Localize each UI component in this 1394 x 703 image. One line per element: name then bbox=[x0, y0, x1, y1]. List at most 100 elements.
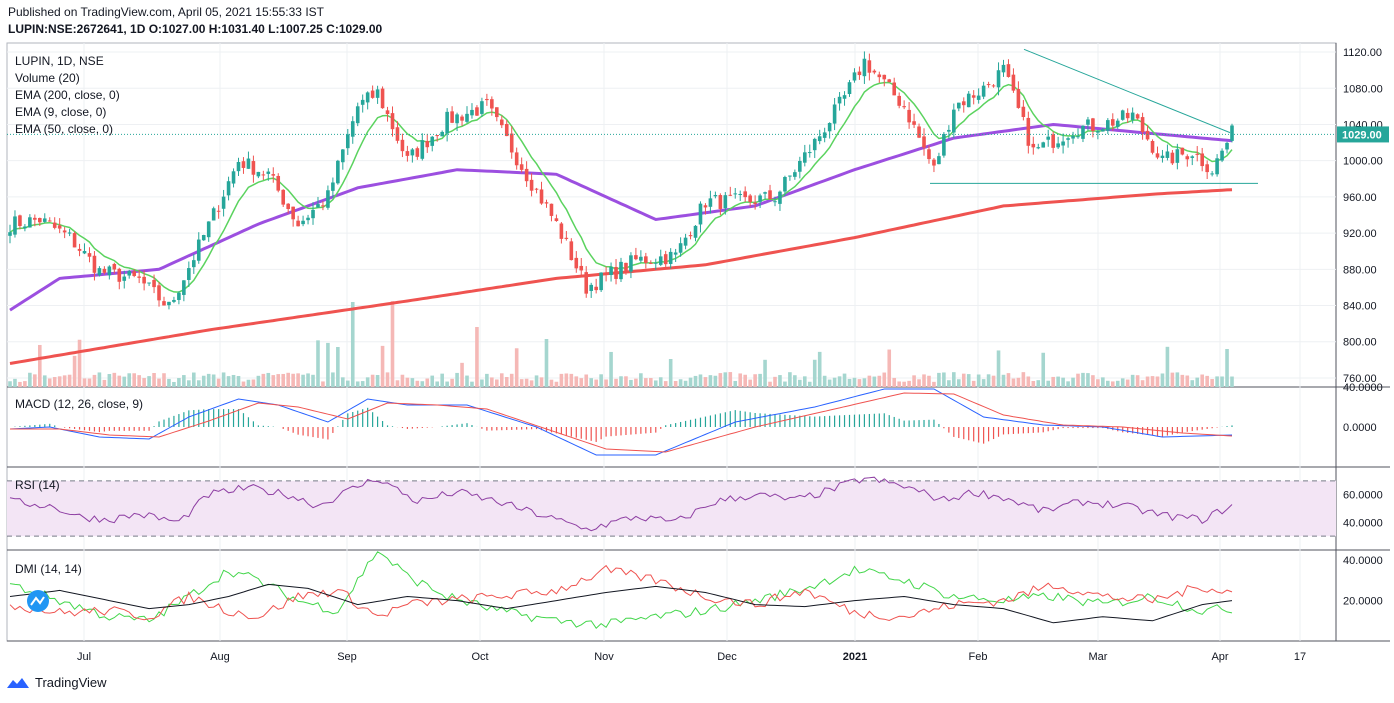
candle-body bbox=[405, 151, 410, 156]
candle bbox=[539, 181, 544, 205]
candle-body bbox=[296, 220, 300, 227]
candle bbox=[350, 116, 355, 144]
candle-body bbox=[375, 89, 380, 98]
volume-bar bbox=[196, 380, 201, 387]
candle-body bbox=[713, 195, 718, 197]
last-price-badge bbox=[1337, 126, 1389, 143]
price-pane[interactable] bbox=[7, 48, 1336, 387]
volume-bar bbox=[658, 377, 663, 387]
volume-bar bbox=[817, 351, 822, 387]
candle-body bbox=[937, 156, 941, 165]
dmi-pane[interactable] bbox=[9, 551, 1233, 629]
candle-body bbox=[554, 218, 559, 221]
volume-bar bbox=[405, 377, 410, 387]
volume-bar bbox=[922, 374, 926, 387]
candle-body bbox=[658, 256, 663, 265]
volume-bar bbox=[1011, 378, 1016, 387]
volume-bar bbox=[1081, 372, 1085, 387]
candle-body bbox=[1220, 150, 1224, 161]
volume-bar bbox=[907, 380, 911, 387]
volume-bar bbox=[857, 379, 862, 387]
candle bbox=[981, 81, 986, 100]
candle bbox=[445, 108, 449, 142]
candle bbox=[614, 259, 618, 285]
candle bbox=[67, 228, 72, 237]
candle-body bbox=[1130, 112, 1135, 120]
candle-body bbox=[450, 111, 454, 123]
candle-body bbox=[634, 255, 638, 260]
candle bbox=[519, 157, 524, 173]
candle-body bbox=[271, 174, 276, 176]
volume-bar bbox=[1180, 374, 1185, 387]
volume-bar bbox=[460, 362, 464, 387]
volume-bar bbox=[688, 377, 693, 387]
candle bbox=[907, 102, 911, 129]
candle-body bbox=[67, 232, 72, 234]
candle-body bbox=[862, 58, 867, 77]
candle-body bbox=[261, 174, 266, 176]
candle-body bbox=[1230, 125, 1234, 141]
candle bbox=[683, 233, 688, 250]
volume-bar bbox=[1036, 380, 1041, 387]
volume-bar bbox=[67, 374, 72, 387]
volume-bar bbox=[87, 378, 92, 387]
volume-bar bbox=[182, 375, 186, 387]
candle bbox=[405, 145, 410, 162]
candle-body bbox=[723, 195, 728, 209]
volume-bar bbox=[177, 378, 181, 387]
candle bbox=[882, 74, 887, 87]
candle bbox=[862, 51, 867, 84]
candle-body bbox=[172, 299, 176, 302]
volume-bar bbox=[917, 379, 921, 387]
macd-y-tick: 40.0000 bbox=[1343, 382, 1383, 394]
candle bbox=[778, 190, 782, 211]
volume-bar bbox=[370, 374, 375, 387]
tradingview-brand[interactable]: TradingView bbox=[6, 675, 107, 690]
legend-macd: MACD (12, 26, close, 9) bbox=[15, 397, 143, 411]
volume-bar bbox=[534, 375, 539, 387]
candle-body bbox=[97, 268, 102, 276]
candle-body bbox=[196, 239, 201, 261]
candle bbox=[216, 205, 221, 219]
volume-bar bbox=[311, 374, 315, 387]
candle bbox=[420, 133, 425, 161]
macd-pane[interactable] bbox=[9, 388, 1233, 456]
candle bbox=[460, 114, 464, 126]
volume-bar bbox=[976, 374, 981, 387]
volume-bar bbox=[668, 359, 673, 387]
candle-body bbox=[693, 225, 698, 238]
volume-bar bbox=[768, 381, 772, 387]
x-tick-label: Nov bbox=[594, 651, 614, 663]
candle bbox=[1185, 154, 1190, 167]
candle-body bbox=[191, 260, 196, 268]
candle-body bbox=[688, 235, 693, 237]
candle-body bbox=[152, 280, 156, 288]
candle-body bbox=[1006, 64, 1011, 77]
candle bbox=[1175, 143, 1180, 170]
candle bbox=[579, 257, 584, 278]
cloud-icon-mark bbox=[30, 596, 45, 606]
volume-bar bbox=[331, 372, 335, 387]
rsi-pane[interactable] bbox=[7, 476, 1336, 537]
candle-body bbox=[738, 194, 743, 196]
candle bbox=[1091, 117, 1095, 138]
volume-bar bbox=[336, 347, 340, 387]
volume-bar bbox=[798, 379, 802, 387]
candle bbox=[162, 296, 166, 306]
volume-bar bbox=[673, 381, 678, 387]
volume-bar bbox=[519, 379, 524, 387]
volume-bar bbox=[892, 377, 897, 387]
volume-bar bbox=[872, 376, 877, 387]
volume-bar bbox=[355, 381, 360, 387]
volume-bar bbox=[509, 373, 514, 387]
candle bbox=[57, 218, 62, 234]
candle bbox=[187, 261, 191, 287]
volume-bar bbox=[1205, 375, 1209, 387]
candle-body bbox=[87, 253, 92, 257]
candle-body bbox=[341, 149, 345, 163]
candle bbox=[375, 85, 380, 104]
volume-bar bbox=[1160, 373, 1165, 387]
volume-bar bbox=[713, 375, 718, 387]
volume-bar bbox=[410, 378, 415, 387]
